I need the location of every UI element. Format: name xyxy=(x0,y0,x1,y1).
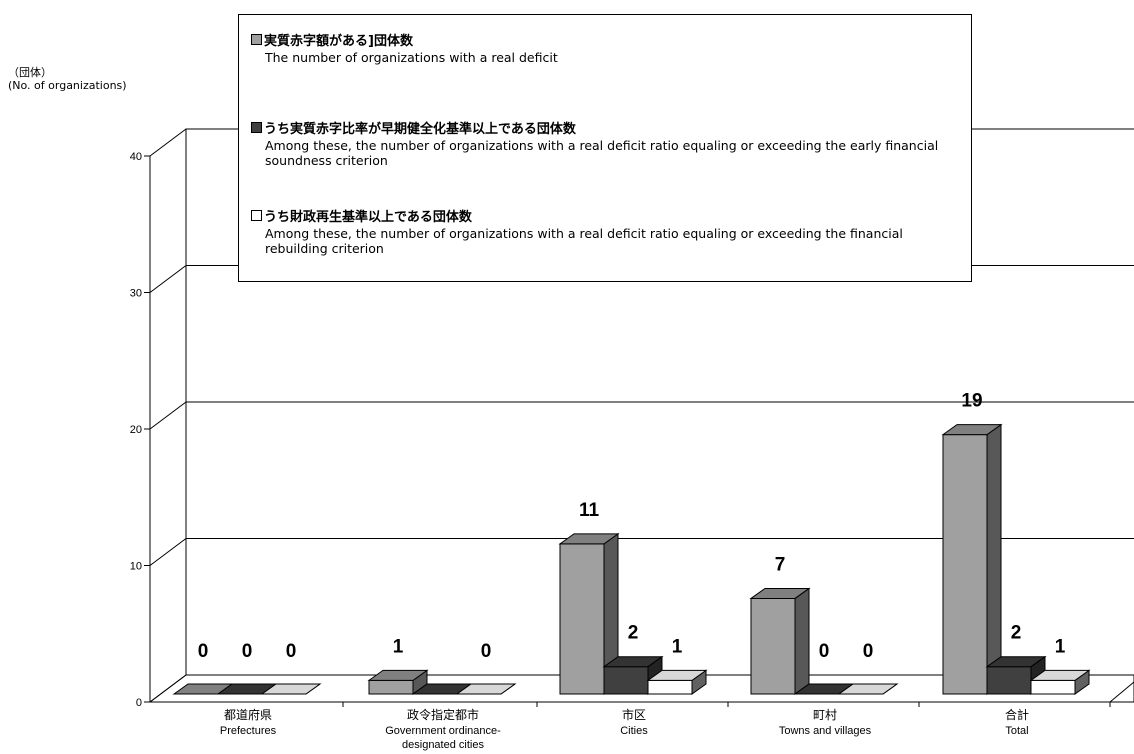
gridline-diagonal xyxy=(149,265,187,293)
y-tick-label: 30 xyxy=(130,288,142,300)
category-label-jp: 市区 xyxy=(622,707,646,722)
legend-swatch-rebuilding-criterion xyxy=(251,210,262,221)
bar-top xyxy=(602,656,664,668)
bar-top xyxy=(1029,669,1091,681)
bar-top xyxy=(837,683,899,695)
data-label: 0 xyxy=(286,641,297,662)
data-label: 7 xyxy=(775,554,786,575)
legend-label-en: Among these, the number of organizations… xyxy=(265,138,939,168)
data-label: 2 xyxy=(628,623,639,644)
y-unit-label-en: (No. of organizations) xyxy=(8,79,127,92)
data-label: 0 xyxy=(198,641,209,662)
bar-top xyxy=(558,533,620,545)
bar-front xyxy=(647,679,693,695)
category-label-en: Prefectures xyxy=(220,725,277,737)
bar-top xyxy=(749,587,811,599)
legend-item-early-criterion: うち実質赤字比率が早期健全化基準以上である団体数 Among these, th… xyxy=(251,121,965,168)
y-unit-label-jp: （団体） xyxy=(8,66,52,79)
data-label: 1 xyxy=(672,636,683,657)
data-label: 0 xyxy=(863,641,874,662)
bar-top xyxy=(260,683,322,695)
data-label: 1 xyxy=(393,636,404,657)
legend-label-jp: 実質赤字額がある]団体数 xyxy=(264,34,413,49)
category-label-en: Government ordinance- xyxy=(385,725,501,737)
legend-label-en: Among these, the number of organizations… xyxy=(265,226,903,256)
data-labels: 0 0 0 1 0 11 2 1 7 0 0 19 2 1 xyxy=(198,391,1066,662)
bar-top xyxy=(985,656,1047,668)
bars xyxy=(172,423,1091,695)
bar-side xyxy=(986,423,1002,695)
gridline-diagonal xyxy=(149,128,187,157)
bar-front xyxy=(942,434,988,695)
data-label: 0 xyxy=(819,641,830,662)
bar-front xyxy=(559,543,605,695)
legend-swatch-early-criterion xyxy=(251,122,262,133)
data-label: 0 xyxy=(481,641,492,662)
data-label: 1 xyxy=(1055,636,1066,657)
category-label-jp: 合計 xyxy=(1005,707,1029,722)
legend-label-en: The number of organizations with a real … xyxy=(265,50,558,65)
category-label-en: Total xyxy=(1005,725,1028,737)
y-tick-label: 40 xyxy=(130,151,142,163)
data-label: 0 xyxy=(242,641,253,662)
bar-top xyxy=(367,669,429,681)
data-label: 19 xyxy=(961,391,982,412)
category-label-en: Towns and villages xyxy=(779,725,872,737)
floor-edge-right xyxy=(1109,681,1134,703)
legend-label-jp: うち財政再生基準以上である団体数 xyxy=(264,210,472,225)
legend-item-rebuilding-criterion: うち財政再生基準以上である団体数 Among these, the number… xyxy=(251,209,965,256)
bar-front xyxy=(368,679,414,695)
category-label-jp: 町村 xyxy=(813,708,837,722)
legend-label-jp: うち実質赤字比率が早期健全化基準以上である団体数 xyxy=(264,122,576,137)
bar-top xyxy=(941,424,1003,436)
y-unit-label: （団体） (No. of organizations) xyxy=(8,66,127,92)
category-label-en: Cities xyxy=(620,725,648,737)
data-label: 11 xyxy=(579,500,600,521)
legend: 実質赤字額がある]団体数 The number of organizations… xyxy=(238,14,972,282)
bar-front xyxy=(603,666,649,695)
gridline-diagonal xyxy=(149,538,187,566)
data-label: 2 xyxy=(1011,623,1022,644)
legend-swatch-real-deficit xyxy=(251,34,262,45)
category-label-jp: 都道府県 xyxy=(224,707,272,722)
category-label-jp: 政令指定都市 xyxy=(407,707,479,722)
bar-top xyxy=(646,669,708,681)
bar-side xyxy=(794,587,810,695)
legend-item-real-deficit: 実質赤字額がある]団体数 The number of organizations… xyxy=(251,33,965,65)
y-tick-label: 0 xyxy=(136,697,142,709)
category-label-en: designated cities xyxy=(402,739,484,751)
bar-front xyxy=(750,597,796,695)
bar-front xyxy=(1030,679,1076,695)
bar-front xyxy=(986,666,1032,695)
y-tick-label: 20 xyxy=(130,424,142,436)
bar-top xyxy=(455,683,517,695)
category-labels: 都道府県 Prefectures 政令指定都市 Government ordinanc… xyxy=(220,707,1029,751)
gridline-diagonal xyxy=(149,401,187,430)
y-tick-label: 10 xyxy=(130,561,142,573)
